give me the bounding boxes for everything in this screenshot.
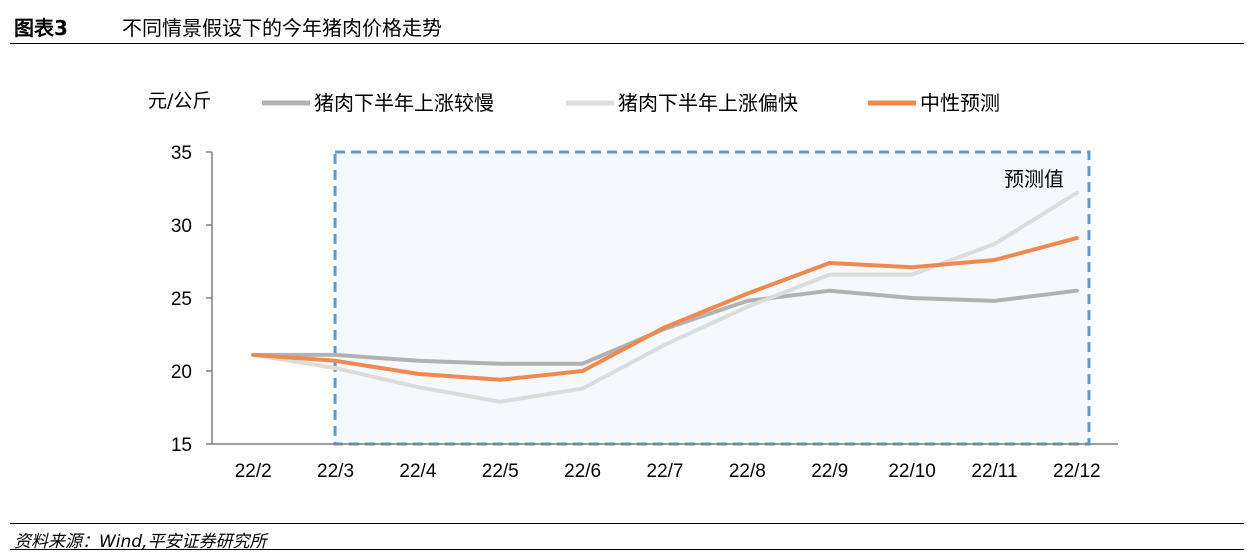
footer-rule-top — [10, 523, 1244, 524]
x-tick-label: 22/8 — [729, 461, 766, 482]
y-tick-label: 35 — [171, 143, 192, 164]
forecast-box — [333, 150, 1091, 446]
y-tick-label: 25 — [171, 289, 192, 310]
source-note: 资料来源：Wind,平安证券研究所 — [14, 532, 267, 552]
figure-title: 不同情景假设下的今年猪肉价格走势 — [122, 16, 442, 40]
y-tick-label: 30 — [171, 216, 192, 237]
axes: 15 20 25 30 35 22/2 22/3 22/4 22/5 22/6 22/7 22/8 22… — [171, 143, 1118, 482]
series-line-3 — [251, 236, 1079, 382]
x-tick-label: 22/7 — [647, 461, 684, 482]
x-tick-label: 22/4 — [399, 461, 436, 482]
x-tick-label: 22/9 — [811, 461, 848, 482]
x-tick-label: 22/6 — [564, 461, 601, 482]
legend-label: 中性预测 — [920, 91, 1000, 115]
forecast-region — [333, 150, 1091, 446]
x-tick-label: 22/2 — [235, 461, 272, 482]
header-rule — [10, 43, 1244, 44]
price-line-chart: 15 20 25 30 35 22/2 22/3 22/4 22/5 22/6 22/7 22/8 22… — [148, 90, 1118, 482]
legend-label: 猪肉下半年上涨偏快 — [618, 91, 798, 115]
x-tick-label: 22/12 — [1053, 461, 1101, 482]
x-tick-label: 22/5 — [482, 461, 519, 482]
series-lines — [251, 190, 1079, 404]
x-tick-label: 22/11 — [971, 461, 1017, 482]
x-tick-label: 22/3 — [317, 461, 354, 482]
y-tick-label: 15 — [171, 435, 192, 456]
footer-rule-bottom — [10, 549, 1244, 550]
y-tick-label: 20 — [171, 362, 192, 383]
figure-header: 图表3 不同情景假设下的今年猪肉价格走势 — [14, 10, 1242, 44]
legend-label: 猪肉下半年上涨较慢 — [314, 91, 494, 115]
x-tick-label: 22/10 — [888, 461, 936, 482]
legend: 猪肉下半年上涨较慢 猪肉下半年上涨偏快 中性预测 — [262, 91, 1000, 115]
forecast-annotation: 预测值 — [1004, 167, 1064, 191]
figure-number: 图表3 — [14, 16, 68, 40]
y-axis-unit-label: 元/公斤 — [148, 90, 211, 112]
